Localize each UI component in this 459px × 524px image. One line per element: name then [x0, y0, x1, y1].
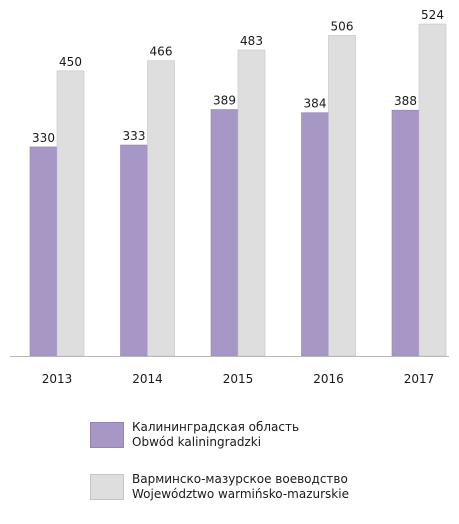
- legend-item-kaliningrad: Калининградская область Obwód kaliningra…: [90, 420, 450, 454]
- data-label-kaliningrad-2016: 384: [304, 97, 327, 111]
- data-label-warmia-masuria-2015: 483: [240, 34, 263, 48]
- legend-label-kaliningrad-line2: Obwód kaliningradzki: [132, 435, 262, 449]
- bars-group: [29, 23, 447, 357]
- legend-swatch-kaliningrad: [90, 422, 124, 448]
- x-tick-label-2017: 2017: [404, 372, 435, 386]
- bar-warmia-masuria-2015: [237, 49, 266, 357]
- data-label-warmia-masuria-2017: 524: [421, 8, 444, 22]
- bar-kaliningrad-2014: [120, 144, 148, 357]
- legend-label-warmia-masuria: Варминско-мазурское воеводство Województ…: [132, 472, 349, 502]
- bar-warmia-masuria-2014: [147, 60, 175, 357]
- legend-label-warmia-masuria-line2: Województwo warmińsko-mazurskie: [132, 487, 349, 501]
- data-label-warmia-masuria-2013: 450: [59, 55, 82, 69]
- legend: Калининградская область Obwód kaliningra…: [90, 420, 450, 524]
- legend-label-kaliningrad-line1: Калининградская область: [132, 420, 300, 434]
- legend-item-warmia-masuria: Варминско-мазурское воеводство Województ…: [90, 472, 450, 506]
- legend-label-warmia-masuria-line1: Варминско-мазурское воеводство: [132, 472, 348, 486]
- bar-kaliningrad-2016: [301, 112, 329, 357]
- x-tick-label-2014: 2014: [132, 372, 163, 386]
- bar-kaliningrad-2017: [391, 109, 420, 357]
- bar-warmia-masuria-2016: [328, 35, 356, 357]
- bar-warmia-masuria-2013: [56, 70, 85, 357]
- data-label-kaliningrad-2014: 333: [123, 129, 146, 143]
- data-label-kaliningrad-2015: 389: [213, 94, 236, 108]
- x-tick-label-2016: 2016: [313, 372, 344, 386]
- x-tick-label-2013: 2013: [42, 372, 73, 386]
- data-label-warmia-masuria-2014: 466: [150, 45, 173, 59]
- data-label-warmia-masuria-2016: 506: [331, 19, 354, 33]
- data-label-kaliningrad-2013: 330: [32, 131, 55, 145]
- x-tick-label-2015: 2015: [223, 372, 254, 386]
- bar-kaliningrad-2015: [210, 109, 239, 357]
- legend-swatch-warmia-masuria: [90, 474, 124, 500]
- data-label-kaliningrad-2017: 388: [394, 94, 417, 108]
- data-labels-group: 330 450 333 466 389 483 384 506 388 524: [32, 8, 444, 145]
- x-tick-labels-group: 2013 2014 2015 2016 2017: [42, 372, 435, 386]
- bar-kaliningrad-2013: [29, 146, 58, 357]
- legend-label-kaliningrad: Калининградская область Obwód kaliningra…: [132, 420, 299, 450]
- bar-warmia-masuria-2017: [418, 23, 447, 357]
